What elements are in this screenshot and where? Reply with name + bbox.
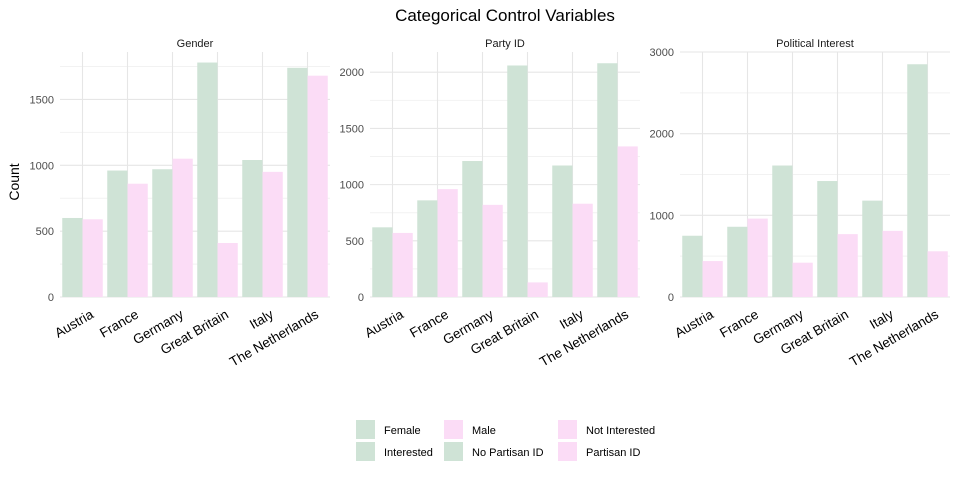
y-tick-label: 1500 xyxy=(30,94,54,106)
bar-interested-great-britain xyxy=(817,181,838,297)
bar-interested-italy xyxy=(862,200,883,297)
bar-partisan-id-germany xyxy=(482,204,503,297)
y-tick-label: 1000 xyxy=(650,210,674,222)
bar-male-italy xyxy=(262,171,283,297)
bar-interested-austria xyxy=(682,235,703,297)
bar-male-germany xyxy=(172,158,193,297)
panel-title: Gender xyxy=(177,38,214,50)
chart-title: Categorical Control Variables xyxy=(395,6,615,25)
bar-not-interested-great-britain xyxy=(837,234,858,297)
bar-interested-the-netherlands xyxy=(907,64,928,297)
bar-interested-germany xyxy=(772,165,793,297)
legend-swatch xyxy=(356,420,375,439)
x-tick-label: Austria xyxy=(362,306,406,340)
bar-male-the-netherlands xyxy=(307,75,328,297)
legend-label: Interested xyxy=(384,447,433,459)
y-tick-label: 500 xyxy=(36,226,54,238)
y-axis-label: Count xyxy=(6,163,22,200)
x-tick-label: The Netherlands xyxy=(847,306,941,369)
x-tick-label: Italy xyxy=(247,306,276,331)
bar-female-germany xyxy=(152,169,173,297)
y-tick-label: 1000 xyxy=(30,160,54,172)
panel-title: Party ID xyxy=(485,38,525,50)
bar-female-france xyxy=(107,170,128,297)
y-tick-label: 1500 xyxy=(340,123,364,135)
bar-not-interested-germany xyxy=(792,262,813,297)
x-tick-label: Italy xyxy=(867,306,896,331)
bar-no-partisan-id-the-netherlands xyxy=(597,63,618,298)
y-tick-label: 1000 xyxy=(340,180,364,192)
bar-partisan-id-austria xyxy=(392,232,413,297)
x-tick-label: The Netherlands xyxy=(537,306,631,369)
y-tick-label: 2000 xyxy=(650,129,674,141)
legend-item-not-interested: Not Interested xyxy=(558,420,655,439)
panel-title: Political Interest xyxy=(776,38,854,50)
legend-swatch xyxy=(558,420,577,439)
legend-swatch xyxy=(356,442,375,461)
x-tick-label: Austria xyxy=(52,306,96,340)
bar-female-great-britain xyxy=(197,62,218,298)
y-tick-label: 0 xyxy=(358,292,364,304)
x-tick-label: Italy xyxy=(557,306,586,331)
bar-interested-france xyxy=(727,226,748,297)
legend-item-interested: Interested xyxy=(356,442,433,461)
bar-partisan-id-france xyxy=(437,189,458,297)
legend-label: Partisan ID xyxy=(586,447,640,459)
bar-female-italy xyxy=(242,160,263,297)
x-tick-label: The Netherlands xyxy=(227,306,321,369)
legend-item-partisan-id: Partisan ID xyxy=(558,442,640,461)
bar-partisan-id-great-britain xyxy=(527,282,548,297)
y-tick-label: 500 xyxy=(346,236,364,248)
x-tick-label: Austria xyxy=(672,306,716,340)
legend-label: Male xyxy=(472,425,496,437)
legend: Female Interested Male No Partisan ID Not In… xyxy=(356,420,655,461)
bar-male-austria xyxy=(82,219,103,297)
bar-female-the-netherlands xyxy=(287,67,308,297)
y-tick-label: 2000 xyxy=(340,67,364,79)
legend-label: Not Interested xyxy=(586,425,655,437)
bar-female-austria xyxy=(62,217,83,297)
legend-swatch xyxy=(558,442,577,461)
legend-swatch xyxy=(444,442,463,461)
bar-no-partisan-id-austria xyxy=(372,227,393,297)
bar-male-great-britain xyxy=(217,242,238,297)
legend-item-no-partisan-id: No Partisan ID xyxy=(444,442,544,461)
bar-no-partisan-id-great-britain xyxy=(507,65,528,297)
legend-swatch xyxy=(444,420,463,439)
bar-not-interested-france xyxy=(747,218,768,297)
y-tick-label: 0 xyxy=(668,292,674,304)
legend-label: Female xyxy=(384,425,421,437)
bar-partisan-id-the-netherlands xyxy=(617,146,638,297)
y-tick-label: 0 xyxy=(48,292,54,304)
bar-not-interested-italy xyxy=(882,230,903,297)
legend-item-female: Female xyxy=(356,420,421,439)
bar-not-interested-austria xyxy=(702,261,723,297)
y-tick-label: 3000 xyxy=(650,47,674,59)
bar-not-interested-the-netherlands xyxy=(927,251,948,297)
bar-no-partisan-id-germany xyxy=(462,161,483,297)
legend-item-male: Male xyxy=(444,420,496,439)
bar-partisan-id-italy xyxy=(572,203,593,297)
bar-no-partisan-id-france xyxy=(417,200,438,297)
legend-label: No Partisan ID xyxy=(472,447,544,459)
bar-no-partisan-id-italy xyxy=(552,165,573,297)
bar-male-france xyxy=(127,183,148,297)
